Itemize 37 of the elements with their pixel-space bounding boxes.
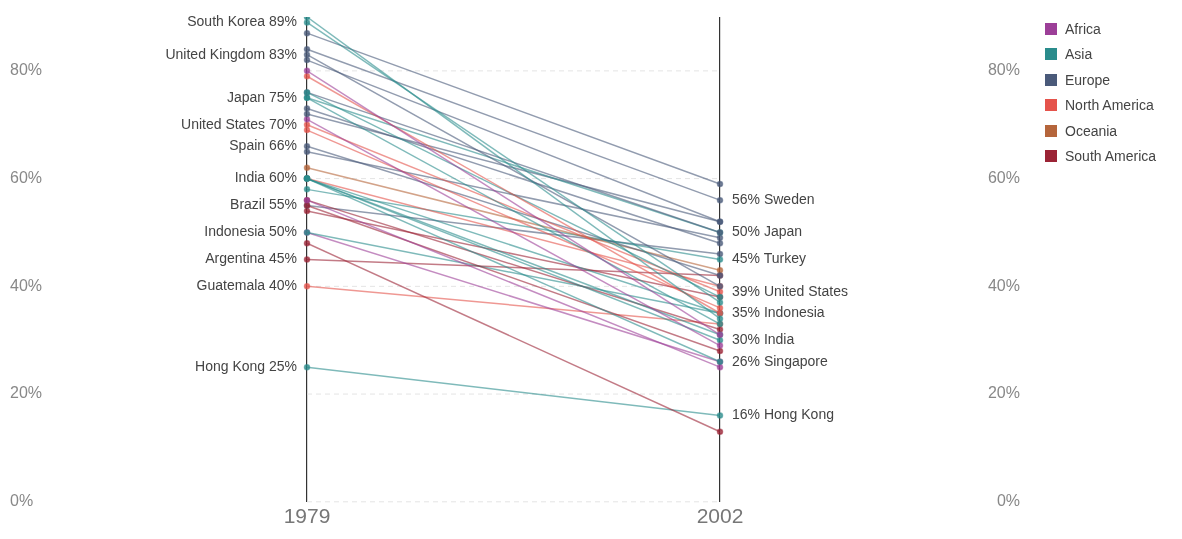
text: United States 70% bbox=[181, 115, 297, 132]
text: 16% Hong Kong bbox=[732, 406, 834, 423]
legend-label: South America bbox=[1065, 148, 1157, 165]
y2-tick-label: 0% bbox=[996, 492, 1020, 510]
y-tick-label: 20% bbox=[10, 384, 43, 402]
text: Japan 75% bbox=[226, 88, 297, 105]
legend-label: Oceania bbox=[1065, 122, 1118, 139]
y2-tick-label: 20% bbox=[987, 384, 1020, 402]
text: Guatemala 40% bbox=[196, 277, 297, 294]
text: 26% Singapore bbox=[732, 352, 828, 369]
y-tick-label: 40% bbox=[10, 276, 43, 294]
legend-label: Asia bbox=[1065, 46, 1093, 63]
y-tick-label: 60% bbox=[10, 169, 43, 187]
x-tick-label: 2002 bbox=[696, 504, 744, 528]
legend-label: Europe bbox=[1065, 71, 1111, 88]
text: Indonesia 50% bbox=[204, 223, 297, 240]
text: Hong Kong 25% bbox=[195, 357, 297, 374]
y2-tick-label: 80% bbox=[987, 61, 1020, 79]
text: India 60% bbox=[234, 169, 297, 186]
text: 56% Sweden bbox=[732, 191, 815, 208]
text: 30% India bbox=[732, 331, 795, 348]
y-tick-label: 0% bbox=[10, 492, 34, 510]
text: 45% Turkey bbox=[732, 250, 806, 267]
text: 35% Indonesia bbox=[732, 304, 825, 321]
text: 50% Japan bbox=[732, 223, 803, 240]
text: 39% United States bbox=[732, 282, 848, 299]
text: South Korea 89% bbox=[187, 13, 297, 30]
text: Brazil 55% bbox=[230, 196, 297, 213]
y2-tick-label: 60% bbox=[987, 169, 1020, 187]
text: United Kingdom 83% bbox=[165, 45, 297, 62]
y2-tick-label: 40% bbox=[987, 276, 1020, 294]
y-tick-label: 80% bbox=[10, 61, 43, 79]
legend-label: North America bbox=[1065, 97, 1154, 114]
text: Argentina 45% bbox=[205, 250, 297, 267]
legend-label: Africa bbox=[1065, 20, 1101, 37]
text: Spain 66% bbox=[229, 137, 297, 154]
x-tick-label: 1979 bbox=[283, 504, 331, 528]
